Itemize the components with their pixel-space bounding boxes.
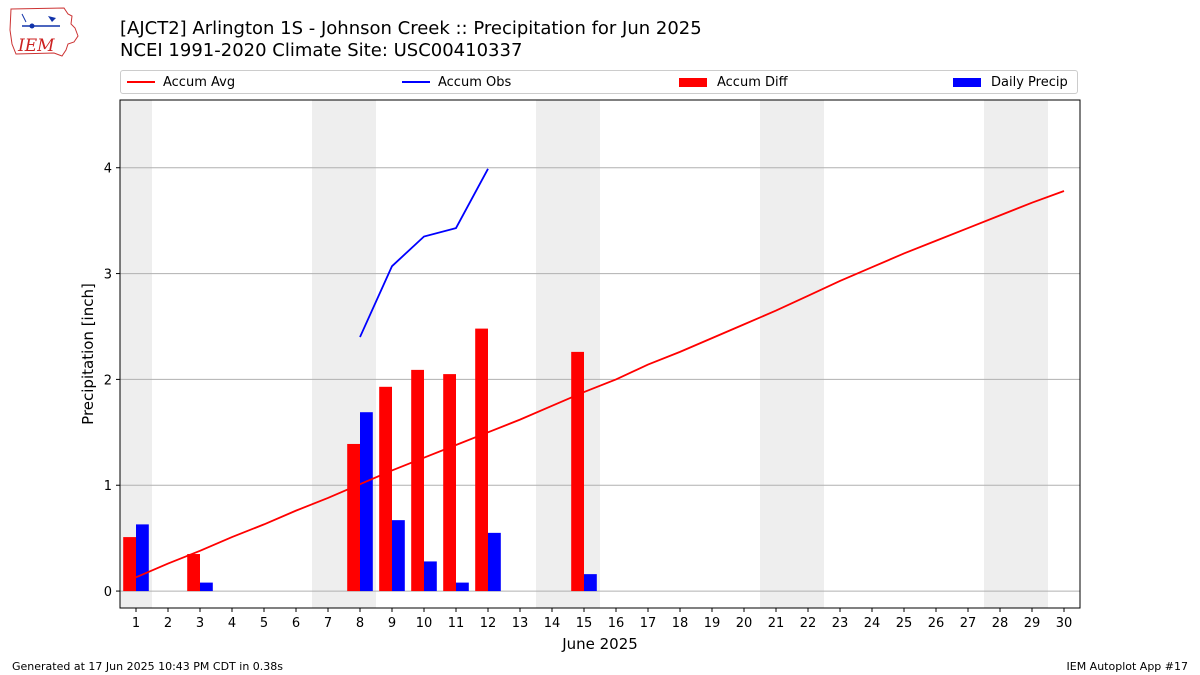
legend-label-accum-diff: Accum Diff <box>717 74 788 90</box>
chart-title: [AJCT2] Arlington 1S - Johnson Creek :: … <box>120 18 702 39</box>
generated-timestamp: Generated at 17 Jun 2025 10:43 PM CDT in… <box>12 660 284 673</box>
y-axis-label: Precipitation [inch] <box>79 283 97 425</box>
x-tick-label: 25 <box>896 616 913 631</box>
legend-swatch-accum-avg <box>127 81 155 83</box>
x-tick-label: 7 <box>324 616 332 631</box>
accum-diff-bar <box>123 537 136 592</box>
x-tick-label: 3 <box>196 616 204 631</box>
legend-item-accum-obs: Accum Obs <box>402 71 511 93</box>
x-tick-label: 12 <box>480 616 497 631</box>
svg-text:IEM: IEM <box>17 36 55 56</box>
legend-item-accum-avg: Accum Avg <box>127 71 235 93</box>
legend-label-accum-avg: Accum Avg <box>163 74 236 90</box>
x-tick-label: 8 <box>356 616 364 631</box>
weekend-shade <box>984 100 1016 608</box>
daily-precip-bar <box>488 532 501 592</box>
x-tick-label: 16 <box>608 616 625 631</box>
y-tick-label: 0 <box>104 585 112 600</box>
x-tick-label: 28 <box>992 616 1009 631</box>
legend-swatch-accum-obs <box>402 81 430 83</box>
weekend-shade <box>760 100 792 608</box>
legend-swatch-accum-diff <box>679 77 707 87</box>
x-tick-label: 22 <box>800 616 817 631</box>
daily-precip-bar <box>200 582 213 592</box>
accum-diff-bar <box>411 369 424 592</box>
legend-item-daily-precip: Daily Precip <box>953 71 1068 93</box>
plot-frame <box>119 99 1081 609</box>
app-credit: IEM Autoplot App #17 <box>1066 660 1189 673</box>
x-tick-label: 14 <box>544 616 561 631</box>
x-tick-label: 17 <box>640 616 657 631</box>
x-tick-label: 9 <box>388 616 396 631</box>
x-tick-label: 20 <box>736 616 753 631</box>
daily-precip-bar <box>584 574 597 592</box>
weekend-shade <box>536 100 568 608</box>
daily-precip-bar <box>136 524 149 592</box>
accum-diff-bar <box>379 386 392 592</box>
x-tick-label: 15 <box>576 616 593 631</box>
accum-diff-bar <box>443 374 456 592</box>
x-tick-label: 13 <box>512 616 529 631</box>
x-tick-label: 29 <box>1024 616 1041 631</box>
x-tick-label: 18 <box>672 616 689 631</box>
accum-diff-bar <box>475 328 488 592</box>
daily-precip-bar <box>360 412 373 592</box>
legend-label-daily-precip: Daily Precip <box>991 74 1068 90</box>
y-tick-label: 3 <box>104 268 112 283</box>
x-tick-label: 26 <box>928 616 945 631</box>
accum-obs-line <box>359 168 489 338</box>
x-tick-label: 5 <box>260 616 268 631</box>
x-axis-label: June 2025 <box>561 635 638 653</box>
accum-avg-line <box>135 190 1065 579</box>
daily-precip-bar <box>392 520 405 592</box>
x-tick-label: 1 <box>132 616 140 631</box>
x-tick-label: 10 <box>416 616 433 631</box>
daily-precip-bar <box>424 561 437 592</box>
y-tick-label: 4 <box>104 162 112 177</box>
daily-precip-bar <box>456 582 469 592</box>
weekend-shade <box>312 100 344 608</box>
legend-label-accum-obs: Accum Obs <box>438 74 512 90</box>
x-tick-label: 2 <box>164 616 172 631</box>
x-tick-label: 27 <box>960 616 977 631</box>
y-tick-label: 1 <box>104 479 112 494</box>
x-tick-label: 4 <box>228 616 236 631</box>
chart-legend: Accum Avg Accum Obs Accum Diff Daily Pre… <box>120 70 1078 94</box>
iem-logo: IEM <box>9 7 79 57</box>
legend-swatch-daily-precip <box>953 77 981 87</box>
accum-diff-bar <box>187 554 200 592</box>
weekend-shade <box>1016 100 1048 608</box>
accum-diff-bar <box>347 443 360 592</box>
chart-subtitle: NCEI 1991-2020 Climate Site: USC00410337 <box>120 40 523 61</box>
x-tick-label: 11 <box>448 616 465 631</box>
x-tick-label: 6 <box>292 616 300 631</box>
legend-item-accum-diff: Accum Diff <box>679 71 788 93</box>
x-tick-label: 30 <box>1056 616 1073 631</box>
x-tick-label: 21 <box>768 616 785 631</box>
x-tick-label: 24 <box>864 616 881 631</box>
accum-diff-bar <box>571 351 584 592</box>
x-tick-label: 19 <box>704 616 721 631</box>
y-tick-label: 2 <box>104 373 112 388</box>
x-tick-label: 23 <box>832 616 849 631</box>
weekend-shade <box>120 100 152 608</box>
weekend-shade <box>792 100 824 608</box>
